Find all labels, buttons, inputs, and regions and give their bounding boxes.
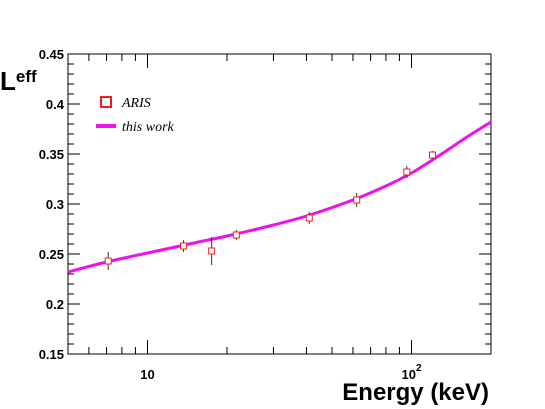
aris-point xyxy=(208,237,216,265)
aris-marker xyxy=(180,242,188,250)
aris-point xyxy=(428,151,436,159)
y-tick-label: 0.25 xyxy=(39,247,64,262)
x-tick-label: 10 xyxy=(140,367,154,382)
y-tick-label: 0.2 xyxy=(46,297,64,312)
aris-point xyxy=(305,212,313,224)
y-axis-title-sub: eff xyxy=(16,67,37,86)
y-tick-label: 0.3 xyxy=(46,197,64,212)
aris-point xyxy=(104,252,112,270)
y-axis-title-main: L xyxy=(0,66,16,96)
x-axis-tick-labels: 10 102 xyxy=(140,363,422,382)
y-axis-title: Leff xyxy=(0,66,37,96)
legend-this-work-label: this work xyxy=(122,120,175,135)
aris-marker xyxy=(403,168,411,176)
aris-marker xyxy=(208,247,216,255)
aris-point xyxy=(232,230,240,240)
y-tick-label: 0.35 xyxy=(39,147,64,162)
series-this-work xyxy=(67,120,492,274)
y-tick-label: 0.45 xyxy=(39,47,64,62)
series-aris xyxy=(104,151,436,270)
x-tick-label: 102 xyxy=(402,363,422,382)
aris-marker xyxy=(232,231,240,239)
x-axis-title: Energy (keV) xyxy=(342,379,489,406)
x-axis-ticks xyxy=(67,54,492,354)
aris-point xyxy=(403,166,411,178)
legend: ARIS this work xyxy=(96,96,175,135)
aris-marker xyxy=(104,257,112,265)
y-tick-label: 0.4 xyxy=(46,97,65,112)
aris-marker xyxy=(305,214,313,222)
legend-aris-label: ARIS xyxy=(121,96,151,111)
y-axis-ticks xyxy=(68,53,491,355)
aris-point xyxy=(180,240,188,252)
series-line-this-work xyxy=(67,120,492,274)
y-tick-label: 0.15 xyxy=(39,347,64,362)
aris-marker xyxy=(428,151,436,159)
aris-marker xyxy=(353,196,361,204)
legend-aris-marker xyxy=(100,96,112,108)
aris-point xyxy=(353,193,361,207)
y-axis-tick-labels: 0.15 0.2 0.25 0.3 0.35 0.4 0.45 xyxy=(39,47,65,362)
